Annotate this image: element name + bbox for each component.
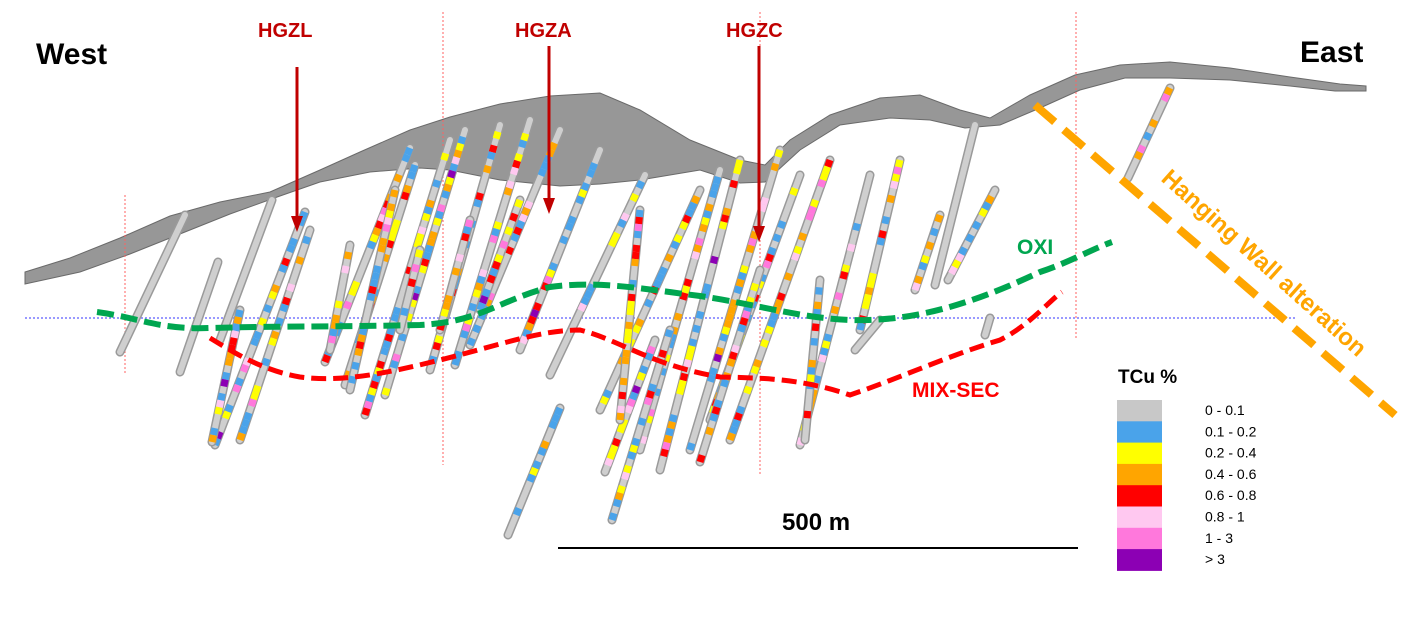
- hanging-wall-label: Hanging Wall alteration: [1156, 164, 1372, 362]
- drill-hole: [325, 240, 355, 355]
- legend: TCu % 0 - 0.1 0.1 - 0.2 0.2 - 0.4 0.4 - 0.6…: [1117, 367, 1257, 571]
- drill-hole: [395, 245, 425, 335]
- legend-swatch: [1117, 527, 1162, 550]
- drill-hole: [1123, 83, 1175, 183]
- mix-sec-contact-line: [208, 289, 1064, 398]
- drill-hole: [725, 155, 835, 445]
- oxi-contact-line: [96, 239, 1114, 332]
- west-label: West: [36, 38, 107, 71]
- legend-swatch: [1117, 485, 1162, 507]
- drill-hole: [545, 170, 650, 380]
- legend-label: 0.4 - 0.6: [1205, 466, 1257, 482]
- topography-surface: [24, 61, 1367, 285]
- drill-hole: [210, 207, 310, 450]
- drill-hole: [345, 185, 400, 395]
- zone-arrow-hgzl: [291, 67, 303, 232]
- drill-hole: [207, 305, 245, 447]
- zone-label-hgzc: HGZC: [726, 20, 783, 42]
- drill-hole: [635, 165, 725, 455]
- drill-hole: [450, 115, 535, 370]
- zone-arrow-hgza: [543, 46, 555, 214]
- drill-hole: [980, 313, 995, 340]
- drill-hole: [115, 210, 190, 357]
- legend-label: 1 - 3: [1205, 530, 1233, 546]
- legend-label: 0 - 0.1: [1205, 402, 1245, 418]
- zone-label-hgzl: HGZL: [258, 20, 312, 42]
- drill-hole: [655, 155, 745, 475]
- drill-hole: [360, 135, 455, 420]
- oxi-label: OXI: [1017, 236, 1053, 259]
- zone-arrow-hgzc: [753, 46, 765, 242]
- mix-sec-label: MIX-SEC: [912, 379, 1000, 402]
- drill-hole: [175, 257, 223, 377]
- drill-hole: [850, 315, 885, 355]
- east-label: East: [1300, 36, 1363, 69]
- legend-swatch: [1117, 400, 1162, 422]
- zone-label-hgza: HGZA: [515, 20, 572, 42]
- legend-title: TCu %: [1118, 367, 1177, 388]
- drill-hole: [600, 335, 660, 477]
- legend-swatch: [1117, 442, 1162, 465]
- drill-hole: [930, 120, 980, 290]
- drill-hole: [855, 155, 905, 335]
- legend-label: 0.6 - 0.8: [1205, 487, 1257, 503]
- legend-swatch: [1117, 549, 1162, 571]
- legend-swatch: [1117, 421, 1162, 444]
- drill-hole: [503, 403, 565, 540]
- hanging-wall-line: [1032, 101, 1398, 419]
- legend-label: 0.2 - 0.4: [1205, 445, 1257, 461]
- drill-hole: [615, 205, 645, 425]
- drill-hole: [380, 125, 470, 400]
- drill-hole: [685, 145, 785, 455]
- drill-hole: [910, 210, 945, 295]
- legend-label: 0.1 - 0.2: [1205, 423, 1257, 439]
- legend-label: 0.8 - 1: [1205, 509, 1245, 525]
- drill-hole: [435, 215, 475, 335]
- scale-label: 500 m: [782, 509, 850, 536]
- drill-hole: [235, 225, 315, 445]
- drill-hole: [800, 275, 825, 445]
- drill-holes: [115, 83, 1175, 540]
- drill-hole: [215, 195, 277, 345]
- drill-hole: [943, 185, 1000, 285]
- drill-hole: [475, 195, 525, 315]
- legend-swatch: [1117, 463, 1162, 486]
- legend-swatch: [1117, 506, 1162, 529]
- legend-label: > 3: [1205, 551, 1225, 567]
